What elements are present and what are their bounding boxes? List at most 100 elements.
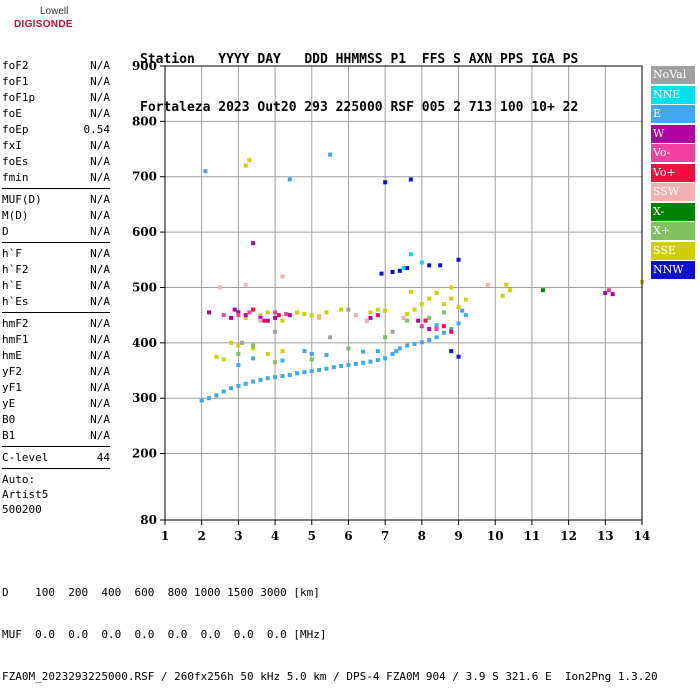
legend-item: SSE [651,241,695,260]
footer-info: D 100 200 400 600 800 1000 1500 3000 [km… [2,558,658,698]
data-point [309,313,314,318]
param-value: N/A [90,295,110,308]
legend-item: SSW [651,183,695,201]
param-label: foE [2,107,22,120]
data-point [463,297,468,302]
data-point [287,177,292,182]
data-point [423,318,428,323]
data-point [280,374,285,379]
data-point [309,369,314,374]
y-tick-label: 800 [132,114,157,128]
axes [160,65,643,525]
data-point [375,313,380,318]
param-value: N/A [90,193,110,206]
data-point [427,263,432,268]
data-point [317,315,322,320]
divider [2,242,110,243]
data-point [419,340,424,345]
data-point [408,252,413,257]
data-point [449,296,454,301]
data-point [394,349,399,354]
param-value: N/A [90,75,110,88]
data-point [280,318,285,323]
param-label: foF2 [2,59,29,72]
header-row-labels: Station YYYY DAY DDD HHMMSS P1 FFS S AXN… [140,52,579,67]
param-row: foF1 N/A [2,74,110,90]
param-value: N/A [90,91,110,104]
divider [2,468,110,469]
param-group-virtual-heights: h`F N/A h`F2 N/A h`E N/A h`Es N/A [2,246,110,310]
param-value: N/A [90,397,110,410]
param-row: D N/A [2,224,110,240]
data-point [346,307,351,312]
y-tick-label: 80 [140,513,157,527]
plot-frame [164,65,643,521]
data-point [463,313,468,318]
data-point [339,364,344,369]
x-tick-label: 8 [418,529,426,543]
data-point [265,318,270,323]
param-row: h`F N/A [2,246,110,262]
muf-row: MUF 0.0 0.0 0.0 0.0 0.0 0.0 0.0 0.0 [MHz… [2,628,327,641]
data-point [361,349,366,354]
param-row: foEs N/A [2,154,110,170]
data-point [324,366,329,371]
data-point [401,315,406,320]
data-point [265,351,270,356]
data-point [449,349,454,354]
data-point [236,362,241,367]
data-point [375,349,380,354]
param-label: hmF2 [2,317,29,330]
legend-item: Vo- [651,144,695,162]
data-point [287,313,292,318]
auto-version: 500200 [2,503,42,516]
data-point [243,313,248,318]
divider [2,312,110,313]
data-point [317,367,322,372]
param-value: N/A [90,209,110,222]
param-row: hmF1 N/A [2,332,110,348]
data-point [412,341,417,346]
data-point [449,285,454,290]
x-tick-label: 9 [454,529,462,543]
x-tick-label: 2 [198,529,206,543]
header-row-values: Fortaleza 2023 Out20 293 225000 RSF 005 … [140,100,579,115]
data-point [603,291,608,295]
param-row: hmF2 N/A [2,316,110,332]
data-point [203,169,208,174]
legend-item: NNW [651,261,695,279]
divider [2,446,110,447]
data-point [408,177,413,182]
param-value: N/A [90,247,110,260]
data-point [236,351,241,356]
legend-item: NNE [651,85,695,104]
data-point [504,282,509,287]
param-row: foF2 N/A [2,58,110,74]
param-label: h`F2 [2,263,29,276]
param-value: N/A [90,139,110,152]
y-tick-label: 900 [132,59,157,73]
param-row-clevel: C-level 44 [2,450,110,466]
data-point [412,307,417,312]
param-row: fxI N/A [2,138,110,154]
data-point [427,338,432,343]
data-point [251,346,256,351]
data-point [229,315,234,320]
data-point [273,375,278,380]
param-label: C-level [2,451,49,464]
data-point [507,288,512,293]
y-tick-label: 200 [132,447,157,461]
param-value: N/A [90,155,110,168]
x-tick-label: 6 [344,529,352,543]
param-label: MUF(D) [2,193,42,206]
param-value: N/A [90,263,110,276]
data-point [247,310,252,315]
param-value: N/A [90,279,110,292]
data-point [353,361,358,366]
data-point [368,315,373,320]
legend-item: W [651,124,695,143]
data-point [441,324,446,329]
legend-item: Vo+ [651,163,695,182]
param-value: 0.54 [83,123,111,136]
data-points [199,152,644,403]
